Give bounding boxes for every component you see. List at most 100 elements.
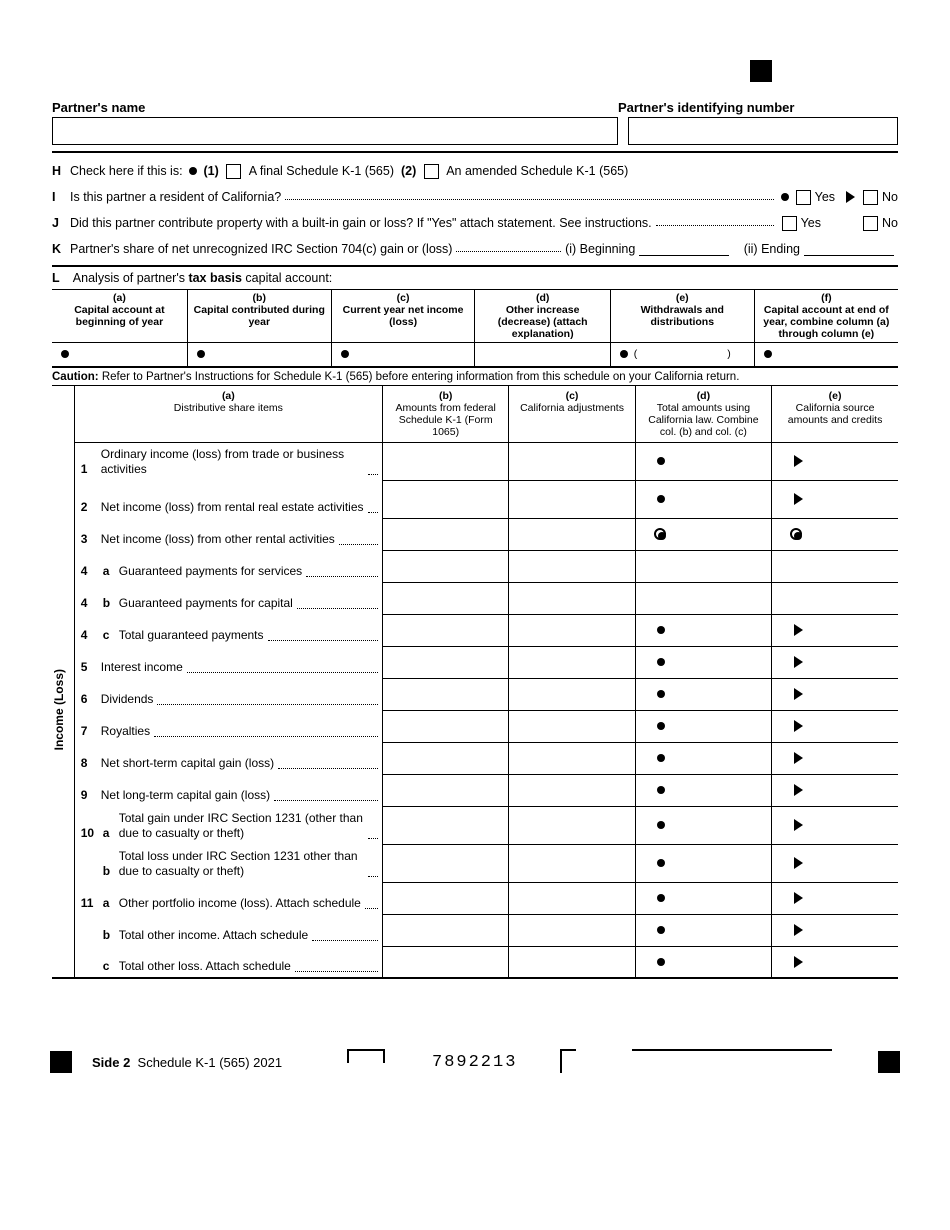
cell-d[interactable] — [635, 480, 771, 518]
cell-b[interactable] — [383, 882, 509, 914]
cell-e[interactable] — [772, 518, 898, 550]
cell-c[interactable] — [509, 844, 635, 882]
cell-d[interactable] — [635, 518, 771, 550]
cell-c[interactable] — [509, 946, 635, 978]
cell-d[interactable] — [635, 582, 771, 614]
mc-b-t: Amounts from federal Schedule K-1 (Form … — [395, 402, 495, 438]
tb-cell-e[interactable]: () — [610, 343, 754, 367]
mc-c-h: (c) — [566, 390, 579, 402]
cell-c[interactable] — [509, 614, 635, 646]
cell-c[interactable] — [509, 710, 635, 742]
dot-leader — [656, 216, 774, 226]
bullet-icon — [657, 926, 665, 934]
checkbox-J-yes[interactable] — [782, 216, 797, 231]
checkbox-I-no[interactable] — [863, 190, 878, 205]
cell-e[interactable] — [772, 582, 898, 614]
triangle-right-icon — [846, 191, 855, 203]
cell-d[interactable] — [635, 442, 771, 480]
cell-e[interactable] — [772, 844, 898, 882]
cell-e[interactable] — [772, 550, 898, 582]
checkbox-J-no[interactable] — [863, 216, 878, 231]
cell-c[interactable] — [509, 882, 635, 914]
cell-e[interactable] — [772, 914, 898, 946]
row-desc: 1Ordinary income (loss) from trade or bu… — [74, 442, 382, 480]
cell-d[interactable] — [635, 646, 771, 678]
cell-b[interactable] — [383, 742, 509, 774]
cell-c[interactable] — [509, 442, 635, 480]
cell-d[interactable] — [635, 614, 771, 646]
cell-c[interactable] — [509, 806, 635, 844]
partner-id-input[interactable] — [628, 117, 898, 145]
cell-e[interactable] — [772, 742, 898, 774]
cell-e[interactable] — [772, 442, 898, 480]
cell-e[interactable] — [772, 678, 898, 710]
row-desc: 6Dividends — [74, 678, 382, 710]
cell-b[interactable] — [383, 646, 509, 678]
tb-cell-c[interactable] — [331, 343, 475, 367]
cell-e[interactable] — [772, 480, 898, 518]
cell-c[interactable] — [509, 582, 635, 614]
cell-e[interactable] — [772, 946, 898, 978]
cell-b[interactable] — [383, 678, 509, 710]
cell-b[interactable] — [383, 480, 509, 518]
mc-b-h: (b) — [439, 390, 452, 402]
bullet-icon — [189, 167, 197, 175]
line-I-text: Is this partner a resident of California… — [70, 187, 281, 207]
cell-d[interactable] — [635, 844, 771, 882]
cell-d[interactable] — [635, 914, 771, 946]
cell-e[interactable] — [772, 882, 898, 914]
cell-e[interactable] — [772, 806, 898, 844]
cell-e[interactable] — [772, 646, 898, 678]
cell-b[interactable] — [383, 774, 509, 806]
triangle-right-icon — [794, 784, 803, 796]
cell-b[interactable] — [383, 806, 509, 844]
cell-c[interactable] — [509, 774, 635, 806]
cell-c[interactable] — [509, 914, 635, 946]
tb-cell-f[interactable] — [754, 343, 898, 367]
cell-d[interactable] — [635, 550, 771, 582]
cell-c[interactable] — [509, 480, 635, 518]
cell-d[interactable] — [635, 742, 771, 774]
cell-b[interactable] — [383, 946, 509, 978]
cell-e[interactable] — [772, 614, 898, 646]
partner-name-label: Partner's name — [52, 100, 618, 115]
line-K: K Partner's share of net unrecognized IR… — [52, 239, 898, 259]
cell-b[interactable] — [383, 710, 509, 742]
checkbox-I-yes[interactable] — [796, 190, 811, 205]
bullet-icon — [657, 958, 665, 966]
cell-b[interactable] — [383, 844, 509, 882]
line-letter-H: H — [52, 161, 70, 181]
cell-b[interactable] — [383, 582, 509, 614]
input-K-beginning[interactable] — [639, 242, 729, 256]
triangle-right-icon — [794, 656, 803, 668]
cell-b[interactable] — [383, 614, 509, 646]
cell-c[interactable] — [509, 550, 635, 582]
tb-cell-d[interactable] — [475, 343, 610, 367]
cell-e[interactable] — [772, 774, 898, 806]
cell-b[interactable] — [383, 518, 509, 550]
cell-c[interactable] — [509, 646, 635, 678]
cell-d[interactable] — [635, 806, 771, 844]
cell-c[interactable] — [509, 518, 635, 550]
cell-b[interactable] — [383, 914, 509, 946]
checkbox-final[interactable] — [226, 164, 241, 179]
cell-b[interactable] — [383, 442, 509, 480]
caution-row: Caution: Refer to Partner's Instructions… — [52, 368, 898, 386]
yes-label: Yes — [801, 213, 821, 233]
partner-name-input[interactable] — [52, 117, 618, 145]
tb-cell-b[interactable] — [187, 343, 331, 367]
cell-e[interactable] — [772, 710, 898, 742]
input-K-ending[interactable] — [804, 242, 894, 256]
cell-d[interactable] — [635, 710, 771, 742]
cell-d[interactable] — [635, 946, 771, 978]
cell-d[interactable] — [635, 774, 771, 806]
cell-b[interactable] — [383, 550, 509, 582]
tb-cell-a[interactable] — [52, 343, 187, 367]
alignment-square-top — [750, 60, 772, 82]
triangle-right-icon — [794, 720, 803, 732]
cell-c[interactable] — [509, 742, 635, 774]
cell-d[interactable] — [635, 678, 771, 710]
checkbox-amended[interactable] — [424, 164, 439, 179]
cell-d[interactable] — [635, 882, 771, 914]
cell-c[interactable] — [509, 678, 635, 710]
